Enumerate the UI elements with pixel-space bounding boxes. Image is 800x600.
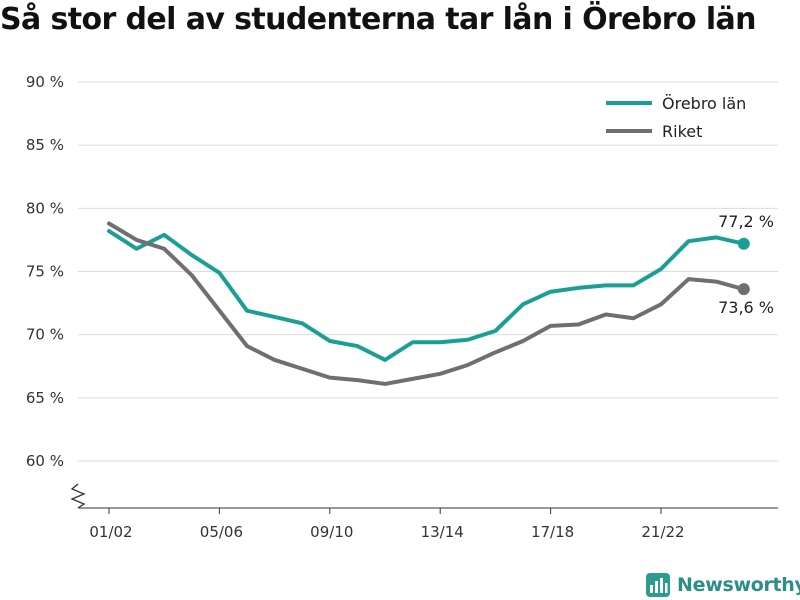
x-tick-label: 21/22 bbox=[641, 523, 684, 541]
legend-label: Örebro län bbox=[662, 94, 746, 113]
legend-label: Riket bbox=[662, 122, 702, 141]
series-line bbox=[107, 221, 746, 386]
newsworthy-logo-icon bbox=[646, 573, 670, 597]
series-lines: 77,2 % 73,6 % bbox=[107, 212, 774, 386]
axis-break-icon bbox=[70, 483, 86, 509]
chart-title: Så stor del av studenterna tar lån i Öre… bbox=[0, 2, 757, 37]
x-tick-label: 17/18 bbox=[531, 523, 574, 541]
series-end-point bbox=[737, 237, 750, 250]
y-tick-label: 80 % bbox=[26, 199, 64, 217]
gridlines bbox=[78, 81, 778, 462]
series-end-point bbox=[737, 283, 750, 296]
axes: 60 % 65 % 70 % 75 % 80 % 85 % 90 % 01/02 05/06 09… bbox=[26, 73, 778, 541]
y-tick-label: 70 % bbox=[26, 326, 64, 344]
y-tick-label: 90 % bbox=[26, 73, 64, 91]
series-line bbox=[107, 229, 746, 362]
series-end-label: 73,6 % bbox=[718, 298, 774, 317]
x-tick-label: 01/02 bbox=[89, 523, 132, 541]
newsworthy-brand: Newsworthy bbox=[645, 570, 800, 600]
x-tick-label: 13/14 bbox=[421, 523, 464, 541]
y-tick-label: 85 % bbox=[26, 136, 64, 154]
legend: Örebro län Riket bbox=[606, 94, 746, 141]
y-tick-label: 65 % bbox=[26, 389, 64, 407]
brand-name: Newsworthy bbox=[677, 574, 800, 596]
series-end-label: 77,2 % bbox=[718, 212, 774, 231]
y-tick-label: 60 % bbox=[26, 452, 64, 470]
x-tick-label: 05/06 bbox=[200, 523, 243, 541]
y-tick-label: 75 % bbox=[26, 263, 64, 281]
x-tick-label: 09/10 bbox=[310, 523, 353, 541]
